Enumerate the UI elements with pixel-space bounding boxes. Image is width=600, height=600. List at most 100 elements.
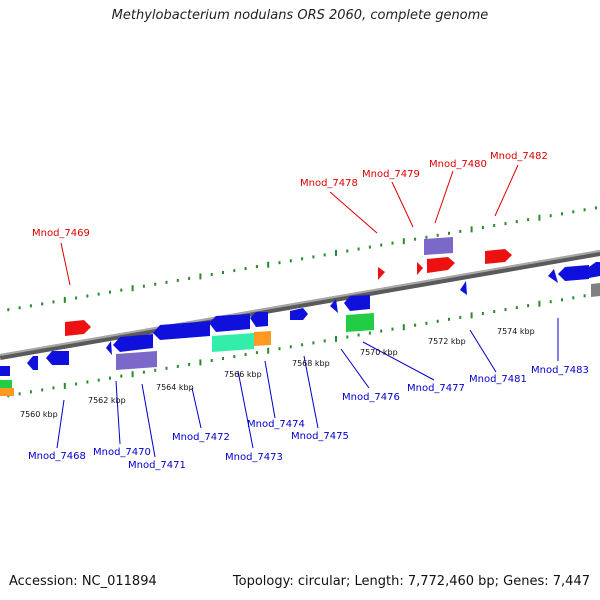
- minor-tick: [425, 321, 428, 325]
- minor-tick: [210, 273, 213, 276]
- minor-tick: [594, 206, 597, 210]
- gene-arrow[interactable]: [344, 295, 370, 311]
- minor-tick: [572, 210, 575, 214]
- gene-arrow[interactable]: [558, 265, 589, 281]
- gene-label[interactable]: Mnod_7470: [93, 447, 151, 458]
- minor-tick: [561, 298, 563, 302]
- minor-tick: [222, 271, 224, 274]
- genome-backbone: [0, 250, 600, 360]
- minor-tick: [368, 331, 371, 335]
- scale-label: 7560 kbp: [20, 410, 58, 419]
- gene-arrow[interactable]: [346, 313, 374, 332]
- minor-tick: [18, 306, 21, 310]
- gene-arrow[interactable]: [46, 351, 69, 365]
- gene-arrow[interactable]: [460, 281, 467, 295]
- gene-label[interactable]: Mnod_7478: [300, 178, 358, 189]
- minor-tick: [176, 364, 179, 368]
- gene-label[interactable]: Mnod_7468: [28, 451, 86, 462]
- minor-tick: [323, 253, 326, 257]
- gene-arrow[interactable]: [427, 257, 455, 273]
- gene-arrow[interactable]: [589, 262, 600, 278]
- genome-backbone-highlight: [0, 250, 600, 356]
- minor-tick: [75, 296, 78, 300]
- gene-arrow[interactable]: [591, 283, 600, 297]
- minor-tick: [583, 294, 586, 298]
- gene-label[interactable]: Mnod_7475: [291, 431, 349, 442]
- gene-label[interactable]: Mnod_7471: [128, 460, 186, 471]
- minor-tick: [391, 327, 394, 331]
- minor-tick: [278, 347, 281, 351]
- minor-tick: [301, 257, 304, 261]
- gene-arrow[interactable]: [548, 269, 558, 283]
- minor-tick: [493, 224, 496, 227]
- gene-arrow[interactable]: [417, 262, 423, 275]
- gene-label[interactable]: Mnod_7482: [490, 151, 548, 162]
- gene-label[interactable]: Mnod_7477: [407, 383, 465, 394]
- major-tick: [267, 347, 270, 354]
- gene-arrow[interactable]: [113, 334, 153, 352]
- minor-tick: [244, 353, 247, 357]
- minor-tick: [86, 294, 89, 298]
- gene-arrow[interactable]: [254, 331, 271, 346]
- gene-arrow[interactable]: [153, 321, 210, 340]
- gene-label[interactable]: Mnod_7483: [531, 365, 589, 376]
- major-tick: [63, 382, 66, 389]
- gene-label[interactable]: Mnod_7476: [342, 392, 400, 403]
- minor-tick: [448, 317, 450, 321]
- minor-tick: [255, 265, 258, 269]
- gene-label[interactable]: Mnod_7472: [172, 432, 230, 443]
- minor-tick: [357, 333, 360, 337]
- minor-tick: [278, 261, 281, 265]
- major-tick: [131, 371, 134, 378]
- gene-arrow[interactable]: [424, 237, 453, 255]
- major-tick: [402, 324, 405, 331]
- gene-label[interactable]: Mnod_7479: [362, 169, 420, 180]
- minor-tick: [346, 249, 349, 253]
- minor-tick: [75, 382, 78, 386]
- gene-label[interactable]: Mnod_7474: [247, 419, 305, 430]
- gene-arrow[interactable]: [209, 314, 250, 332]
- gene-arrow[interactable]: [485, 249, 512, 264]
- minor-tick: [459, 229, 462, 233]
- minor-tick: [312, 255, 315, 259]
- genes: [0, 237, 600, 396]
- gene-arrow[interactable]: [378, 267, 385, 280]
- gene-label[interactable]: Mnod_7473: [225, 452, 283, 463]
- gene-arrow[interactable]: [330, 299, 338, 313]
- gene-arrow[interactable]: [0, 388, 14, 396]
- gene-arrow[interactable]: [0, 380, 12, 388]
- minor-tick: [142, 370, 145, 374]
- gene-arrow[interactable]: [212, 333, 254, 352]
- minor-tick: [97, 292, 100, 296]
- gene-arrow[interactable]: [250, 312, 268, 327]
- minor-tick: [18, 392, 21, 396]
- minor-tick: [515, 220, 518, 224]
- gene-arrow[interactable]: [116, 351, 157, 370]
- gene-arrow[interactable]: [106, 341, 112, 355]
- gene-label[interactable]: Mnod_7480: [429, 159, 487, 170]
- gene-arrow[interactable]: [27, 356, 38, 370]
- minor-tick: [312, 341, 315, 345]
- minor-tick: [414, 237, 417, 241]
- gene-label[interactable]: Mnod_7469: [32, 228, 90, 239]
- minor-tick: [109, 290, 111, 294]
- major-tick: [470, 312, 473, 319]
- major-tick: [335, 249, 337, 256]
- scale-label: 7570 kbp: [360, 348, 398, 357]
- major-tick: [538, 214, 541, 221]
- minor-tick: [504, 308, 507, 312]
- upper-scale-ticks: [7, 206, 597, 312]
- minor-tick: [583, 208, 586, 212]
- gene-arrow[interactable]: [65, 320, 91, 336]
- gene-arrow[interactable]: [0, 366, 10, 376]
- major-tick: [199, 359, 202, 366]
- minor-tick: [29, 390, 32, 394]
- minor-tick: [368, 245, 371, 249]
- gene-label[interactable]: Mnod_7481: [469, 374, 527, 385]
- minor-tick: [109, 376, 111, 380]
- map-title: Methylobacterium nodulans ORS 2060, comp…: [111, 8, 489, 23]
- minor-tick: [86, 380, 89, 384]
- major-tick: [470, 226, 473, 233]
- minor-tick: [244, 267, 247, 271]
- gene-arrow[interactable]: [290, 308, 308, 320]
